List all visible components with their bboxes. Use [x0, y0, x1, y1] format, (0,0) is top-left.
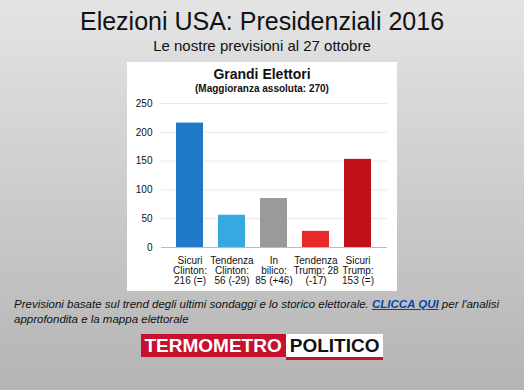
- svg-text:250: 250: [136, 98, 153, 109]
- html-text:Elezioni USA: Presidenziali 20: Elezioni USA: Presidenziali 2016: [80, 7, 444, 35]
- svg-text:0: 0: [147, 242, 153, 253]
- html-text:Le nostre previsioni al 27 ott: Le nostre previsioni al 27 ottobre: [153, 37, 371, 54]
- svg-text:TendenzaTrump: 28(-17): TendenzaTrump: 28(-17): [293, 255, 339, 286]
- svg-text:200: 200: [136, 127, 153, 138]
- svg-text:Inbilico:85 (+46): Inbilico:85 (+46): [255, 255, 293, 286]
- svg-text:TendenzaClinton:56 (-29): TendenzaClinton:56 (-29): [210, 255, 254, 286]
- html-text:Previsioni basate sul trend de: Previsioni basate sul trend degli ultimi…: [14, 298, 499, 325]
- svg-text:50: 50: [141, 213, 153, 224]
- svg-text:SicuriTrump:153 (=): SicuriTrump:153 (=): [342, 255, 374, 286]
- html-text:(Maggioranza assoluta: 270): (Maggioranza assoluta: 270): [195, 83, 329, 94]
- html-text:TERMOMETRO POLITICO: TERMOMETRO POLITICO: [144, 335, 380, 356]
- svg-text:100: 100: [136, 184, 153, 195]
- html-text:Grandi Elettori: Grandi Elettori: [213, 66, 311, 82]
- svg-text:150: 150: [136, 155, 153, 166]
- svg-text:SicuriClinton:216 (=): SicuriClinton:216 (=): [173, 255, 207, 286]
